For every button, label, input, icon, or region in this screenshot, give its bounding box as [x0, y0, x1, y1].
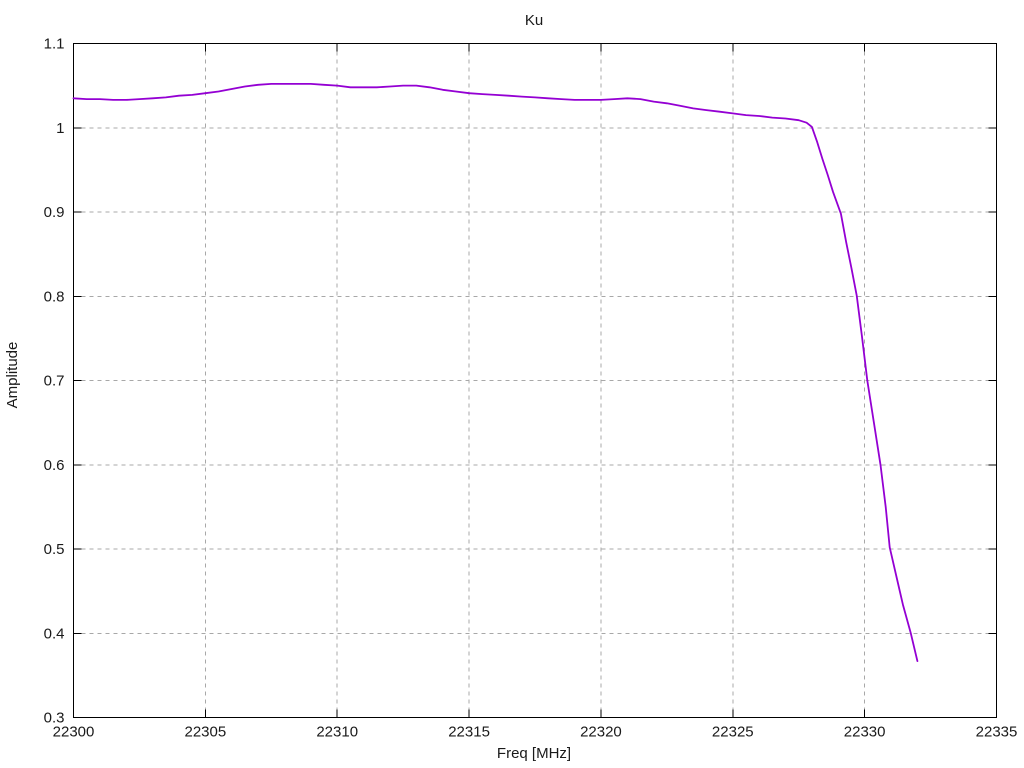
y-tick-label: 0.9: [44, 204, 65, 221]
y-tick-label: 1.1: [44, 36, 65, 53]
x-tick-label: 22330: [844, 724, 886, 741]
x-tick-label: 22335: [976, 724, 1018, 741]
tick-layer: [73, 43, 997, 718]
grid-layer: [73, 43, 997, 718]
x-tick-label: 22325: [712, 724, 754, 741]
x-tick-label: 22305: [184, 724, 226, 741]
data-line-ku: [72, 83, 919, 662]
tick-label-layer: 22300 22305 22310 22315 22320 22325 22330 22335…: [44, 36, 1018, 741]
y-tick-label: 0.8: [44, 288, 65, 305]
y-axis-label: Amplitude: [4, 342, 21, 409]
chart-title: Ku: [525, 12, 543, 29]
x-tick-label: 22300: [53, 724, 95, 741]
y-tick-label: 0.4: [44, 625, 65, 642]
y-tick-label: 0.7: [44, 373, 65, 390]
x-tick-label: 22320: [580, 724, 622, 741]
y-tick-label: 1: [56, 120, 64, 137]
y-tick-label: 0.6: [44, 457, 65, 474]
y-tick-label: 0.5: [44, 541, 65, 558]
x-tick-label: 22315: [448, 724, 490, 741]
x-tick-label: 22310: [316, 724, 358, 741]
y-tick-label: 0.3: [44, 710, 65, 727]
x-axis-label: Freq [MHz]: [497, 745, 571, 762]
